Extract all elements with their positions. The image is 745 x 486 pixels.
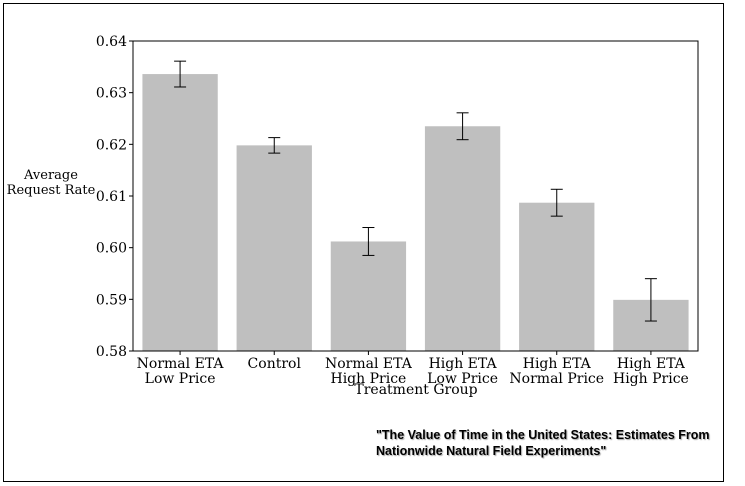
y-tick-label: 0.60: [96, 241, 127, 257]
bar: [519, 202, 595, 351]
x-tick-label: High ETA: [523, 356, 592, 372]
source-note: "The Value of Time in the United States:…: [376, 427, 716, 459]
x-tick-label: High Price: [613, 371, 689, 387]
y-axis-label-line2: Request Rate: [7, 183, 96, 198]
x-tick-label: High Price: [330, 371, 406, 387]
y-tick-label: 0.61: [96, 189, 127, 205]
y-tick-label: 0.63: [96, 86, 127, 102]
source-note-line2: Nationwide Natural Field Experiments": [376, 444, 607, 458]
y-axis-label-line1: Average: [23, 168, 78, 183]
x-tick-label: Low Price: [427, 371, 498, 387]
bars-group: [142, 74, 689, 352]
x-tick-label: Normal Price: [509, 371, 604, 387]
x-tick-label: Normal ETA: [325, 356, 413, 372]
x-tick-label: Normal ETA: [137, 356, 225, 372]
y-tick-label: 0.62: [96, 137, 127, 153]
error-bars-group: [174, 60, 657, 322]
x-axis-label: Treatment Group: [354, 382, 477, 398]
y-axis: 0.58 0.59 0.60 0.61 0.62 0.63 0.64: [96, 34, 133, 360]
bar: [330, 241, 407, 351]
x-tick-label: High ETA: [429, 356, 498, 372]
bar: [236, 145, 312, 351]
x-tick-label: High ETA: [617, 356, 686, 372]
bar: [424, 126, 501, 351]
x-tick-label: Control: [248, 356, 302, 372]
y-tick-label: 0.59: [96, 292, 127, 308]
x-tick-label: Low Price: [145, 371, 216, 387]
bar: [142, 74, 218, 352]
y-tick-label: 0.58: [96, 344, 127, 360]
y-tick-label: 0.64: [96, 34, 127, 50]
source-note-line1: "The Value of Time in the United States:…: [376, 428, 710, 442]
